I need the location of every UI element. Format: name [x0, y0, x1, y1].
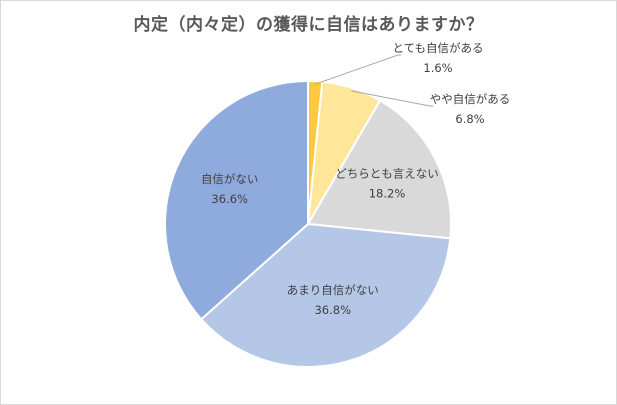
slice-label-3: あまり自信がない	[287, 283, 379, 297]
pie-slice-3	[199, 222, 452, 368]
slice-value-1: 6.8%	[455, 112, 484, 126]
slice-label-0: とても自信がある	[392, 41, 483, 55]
pie-slice-4	[164, 79, 309, 321]
leader-line-0	[314, 54, 401, 85]
slice-value-3: 36.8%	[314, 303, 351, 317]
slice-value-0: 1.6%	[423, 61, 452, 75]
leader-line-1	[351, 90, 433, 107]
chart-title: 内定（内々定）の獲得に自信はありますか？	[133, 15, 484, 35]
slice-label-1: やや自信がある	[430, 92, 511, 106]
slice-label-4: 自信がない	[201, 172, 259, 186]
slice-value-2: 18.2%	[369, 187, 406, 201]
slice-label-2: どちらとも言えない	[335, 167, 439, 181]
pie-slice-2	[306, 99, 452, 240]
slice-value-4: 36.6%	[211, 192, 248, 206]
